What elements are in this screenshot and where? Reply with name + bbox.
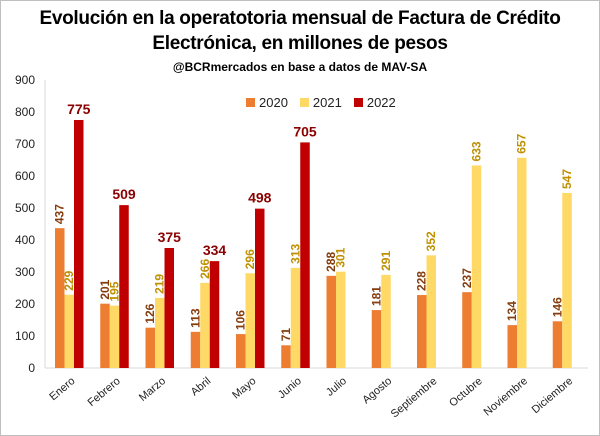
y-tick-label: 600 — [15, 169, 35, 183]
x-tick-label: Mayo — [230, 375, 258, 401]
data-label-2020: 237 — [460, 268, 474, 288]
bar-2020-diciembre — [552, 321, 563, 368]
x-tick-label: Agosto — [360, 375, 394, 406]
data-label-2021: 352 — [424, 231, 438, 251]
legend-swatch-2021 — [299, 98, 309, 107]
data-label-2020: 228 — [415, 271, 429, 291]
data-label-2020: 113 — [189, 308, 203, 328]
bar-2021-octubre — [471, 165, 482, 368]
x-tick-label: Octubre — [447, 375, 485, 409]
bar-2022-enero — [74, 120, 84, 368]
legend-label-2020: 2020 — [259, 95, 288, 110]
chart-title-line-2: Electrónica, en millones de pesos — [152, 33, 448, 54]
data-label-2020: 146 — [551, 297, 565, 317]
x-tick-label: Marzo — [137, 375, 168, 404]
bar-2021-febrero — [109, 305, 120, 368]
x-tick-label: Noviembre — [482, 375, 530, 418]
legend-label-2021: 2021 — [312, 95, 342, 110]
x-tick-label: Abril — [189, 375, 214, 398]
y-tick-label: 100 — [15, 329, 35, 343]
x-tick-label: Julio — [324, 375, 349, 399]
data-label-2020: 134 — [505, 301, 519, 321]
data-label-2022: 705 — [293, 123, 317, 139]
data-label-2021: 547 — [560, 169, 574, 189]
x-tick-label: Diciembre — [530, 375, 576, 416]
bar-2020-febrero — [100, 303, 110, 368]
bar-2020-agosto — [371, 310, 382, 368]
data-label-2021: 313 — [289, 243, 303, 263]
y-tick-label: 300 — [15, 265, 35, 279]
bar-2020-septiembre — [417, 295, 427, 368]
data-label-2022: 509 — [112, 186, 136, 202]
chart-legend: 2020 2021 2022 — [246, 95, 396, 110]
chart-subtitle: @BCRmercados en base a datos de MAV-SA — [172, 60, 428, 74]
legend-swatch-2022 — [353, 98, 363, 107]
bar-2022-abril — [209, 261, 220, 368]
data-label-2021: 229 — [62, 270, 76, 290]
x-tick-label: Junio — [276, 375, 304, 401]
bar-2022-febrero — [119, 205, 129, 368]
data-label-2021: 219 — [153, 274, 167, 294]
y-tick-label: 0 — [28, 361, 35, 375]
bar-2020-mayo — [236, 334, 246, 368]
legend-swatch-2020 — [246, 98, 255, 107]
data-label-2021: 657 — [515, 133, 529, 153]
y-tick-label: 800 — [15, 105, 35, 119]
data-label-2020: 201 — [98, 279, 112, 299]
data-label-2022: 375 — [158, 229, 182, 245]
bar-2021-septiembre — [426, 255, 436, 368]
data-label-2020: 437 — [53, 204, 67, 224]
x-tick-label: Septiembre — [389, 375, 440, 420]
bar-2021-diciembre — [562, 192, 572, 368]
data-label-2021: 266 — [198, 259, 212, 279]
bar-2020-abril — [190, 331, 201, 368]
bar-2020-octubre — [462, 292, 472, 368]
y-tick-label: 900 — [15, 73, 35, 87]
data-label-2020: 106 — [234, 310, 248, 330]
data-label-2020: 288 — [324, 251, 338, 271]
bar-2020-enero — [55, 228, 65, 368]
bar-2020-noviembre — [507, 325, 517, 368]
legend-item-2021: 2021 — [299, 95, 342, 110]
chart-title-line-1: Evolución en la operatotoria mensual de … — [39, 8, 561, 29]
data-label-2021: 633 — [470, 141, 484, 161]
bar-2022-mayo — [255, 208, 265, 368]
bar-2022-junio — [300, 142, 310, 368]
bar-2020-junio — [281, 345, 291, 368]
x-tick-label: Enero — [47, 375, 77, 403]
data-label-2022: 334 — [203, 242, 227, 258]
bar-2020-marzo — [145, 327, 155, 368]
y-tick-label: 700 — [15, 137, 35, 151]
data-label-2021: 195 — [108, 281, 122, 301]
legend-label-2022: 2022 — [366, 95, 396, 110]
legend-item-2022: 2022 — [353, 95, 396, 110]
data-label-2021: 291 — [379, 251, 393, 271]
bar-2021-agosto — [381, 274, 391, 368]
x-tick-label: Febrero — [86, 375, 123, 409]
legend-item-2020: 2020 — [246, 95, 288, 110]
data-label-2021: 296 — [243, 249, 257, 269]
bar-2020-julio — [326, 275, 336, 368]
data-label-2021: 301 — [334, 247, 348, 267]
data-label-2020: 181 — [370, 286, 384, 306]
y-tick-label: 400 — [15, 233, 35, 247]
bar-2022-marzo — [164, 248, 174, 368]
bar-2021-junio — [290, 267, 301, 368]
data-label-2022: 498 — [248, 190, 272, 206]
y-tick-label: 200 — [15, 297, 35, 311]
bar-2021-abril — [200, 282, 210, 368]
bar-2021-marzo — [155, 297, 165, 368]
bar-2021-mayo — [245, 273, 255, 368]
data-label-2022: 775 — [67, 101, 91, 117]
bar-2021-noviembre — [517, 157, 527, 368]
data-label-2020: 126 — [143, 303, 157, 323]
data-label-2020: 71 — [279, 328, 293, 342]
y-tick-label: 500 — [15, 201, 35, 215]
bar-2021-enero — [64, 294, 74, 368]
bar-2021-julio — [336, 271, 346, 368]
